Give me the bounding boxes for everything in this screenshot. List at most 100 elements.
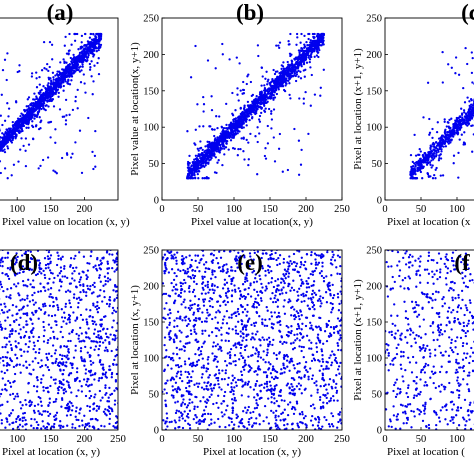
- data-point: [308, 60, 311, 64]
- data-point: [74, 95, 77, 99]
- data-point: [450, 134, 453, 137]
- data-point: [221, 163, 224, 167]
- data-point: [438, 143, 441, 146]
- data-point: [225, 102, 228, 106]
- data-point: [201, 164, 205, 167]
- data-point: [193, 158, 196, 161]
- data-point: [240, 137, 243, 140]
- data-point: [289, 54, 292, 58]
- data-point: [40, 100, 43, 103]
- y-tick-label: 200: [143, 50, 159, 61]
- data-point: [69, 56, 72, 60]
- data-point: [299, 49, 302, 52]
- data-point: [414, 161, 418, 164]
- data-point: [298, 53, 301, 56]
- data-point: [200, 156, 204, 160]
- data-point: [308, 44, 311, 47]
- data-point: [299, 41, 302, 44]
- data-point: [252, 107, 255, 110]
- data-point: [226, 136, 229, 139]
- data-point: [255, 95, 258, 98]
- data-point: [7, 115, 10, 118]
- data-point: [286, 168, 290, 172]
- data-point: [35, 115, 39, 119]
- data-point: [15, 129, 19, 132]
- data-point: [306, 47, 309, 50]
- data-point: [236, 93, 239, 96]
- data-point: [200, 166, 203, 169]
- data-point: [460, 107, 463, 110]
- data-point: [220, 147, 224, 150]
- data-point: [240, 113, 244, 116]
- data-point: [465, 119, 468, 122]
- data-point: [428, 131, 432, 134]
- data-point: [63, 44, 66, 47]
- data-point: [197, 163, 200, 166]
- data-point: [280, 75, 283, 78]
- data-point: [94, 129, 97, 133]
- data-point: [218, 149, 221, 152]
- data-point: [278, 72, 281, 75]
- data-point: [281, 85, 285, 88]
- data-point: [255, 101, 258, 104]
- data-point: [47, 105, 50, 108]
- data-point: [86, 59, 89, 62]
- data-point: [212, 150, 215, 153]
- data-point: [229, 121, 233, 124]
- data-point: [215, 142, 218, 145]
- data-point: [64, 35, 67, 39]
- data-point: [197, 159, 200, 163]
- data-point: [0, 136, 2, 139]
- data-point: [288, 82, 291, 85]
- data-point: [50, 92, 53, 96]
- data-point: [310, 41, 313, 44]
- data-point: [18, 129, 21, 132]
- data-point: [434, 177, 437, 180]
- data-point: [313, 93, 317, 96]
- data-point: [315, 45, 318, 49]
- data-point: [94, 37, 97, 40]
- data-point: [287, 79, 290, 82]
- data-point: [99, 33, 103, 36]
- data-point: [277, 88, 280, 91]
- data-point: [78, 53, 81, 56]
- data-point: [38, 106, 42, 110]
- data-point: [27, 126, 30, 129]
- data-point: [441, 81, 444, 84]
- data-point: [92, 167, 95, 171]
- data-point: [318, 48, 321, 52]
- data-point: [206, 140, 209, 143]
- data-point: [268, 89, 271, 93]
- data-point: [80, 58, 83, 62]
- data-point: [69, 73, 72, 76]
- data-point: [49, 136, 52, 139]
- data-point: [97, 57, 100, 60]
- data-point: [93, 154, 97, 158]
- data-point: [297, 63, 300, 66]
- data-point: [231, 136, 234, 139]
- data-point: [203, 157, 206, 160]
- data-point: [190, 171, 193, 174]
- data-point: [312, 36, 316, 39]
- data-point: [7, 107, 11, 110]
- data-point: [462, 109, 466, 112]
- data-point: [210, 145, 214, 149]
- data-point: [322, 43, 325, 46]
- data-point: [313, 32, 316, 36]
- data-point: [287, 74, 290, 77]
- data-point: [270, 110, 273, 113]
- data-point: [244, 114, 247, 117]
- data-point: [272, 136, 275, 139]
- data-point: [253, 105, 256, 108]
- scatter-points: [0, 32, 103, 180]
- data-point: [3, 58, 7, 61]
- data-point: [442, 138, 445, 142]
- data-point: [194, 165, 198, 168]
- data-point: [303, 52, 307, 55]
- data-point: [59, 61, 62, 64]
- data-point: [31, 116, 34, 119]
- data-point: [82, 73, 85, 76]
- data-point: [48, 40, 52, 44]
- data-point: [284, 81, 288, 85]
